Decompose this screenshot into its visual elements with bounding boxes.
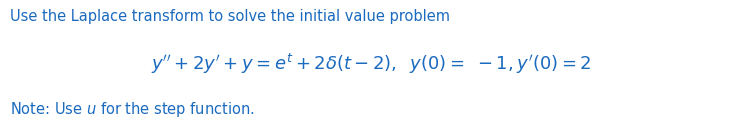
Text: $y'' + 2y' + y = e^{t} + 2\delta(t-2), \;\; y(0) = \ -1, y'(0) = 2$: $y'' + 2y' + y = e^{t} + 2\delta(t-2), \… — [151, 51, 591, 76]
Text: Use the Laplace transform to solve the initial value problem: Use the Laplace transform to solve the i… — [10, 9, 450, 24]
Text: Note: Use $\mathit{u}$ for the step function.: Note: Use $\mathit{u}$ for the step func… — [10, 100, 255, 119]
